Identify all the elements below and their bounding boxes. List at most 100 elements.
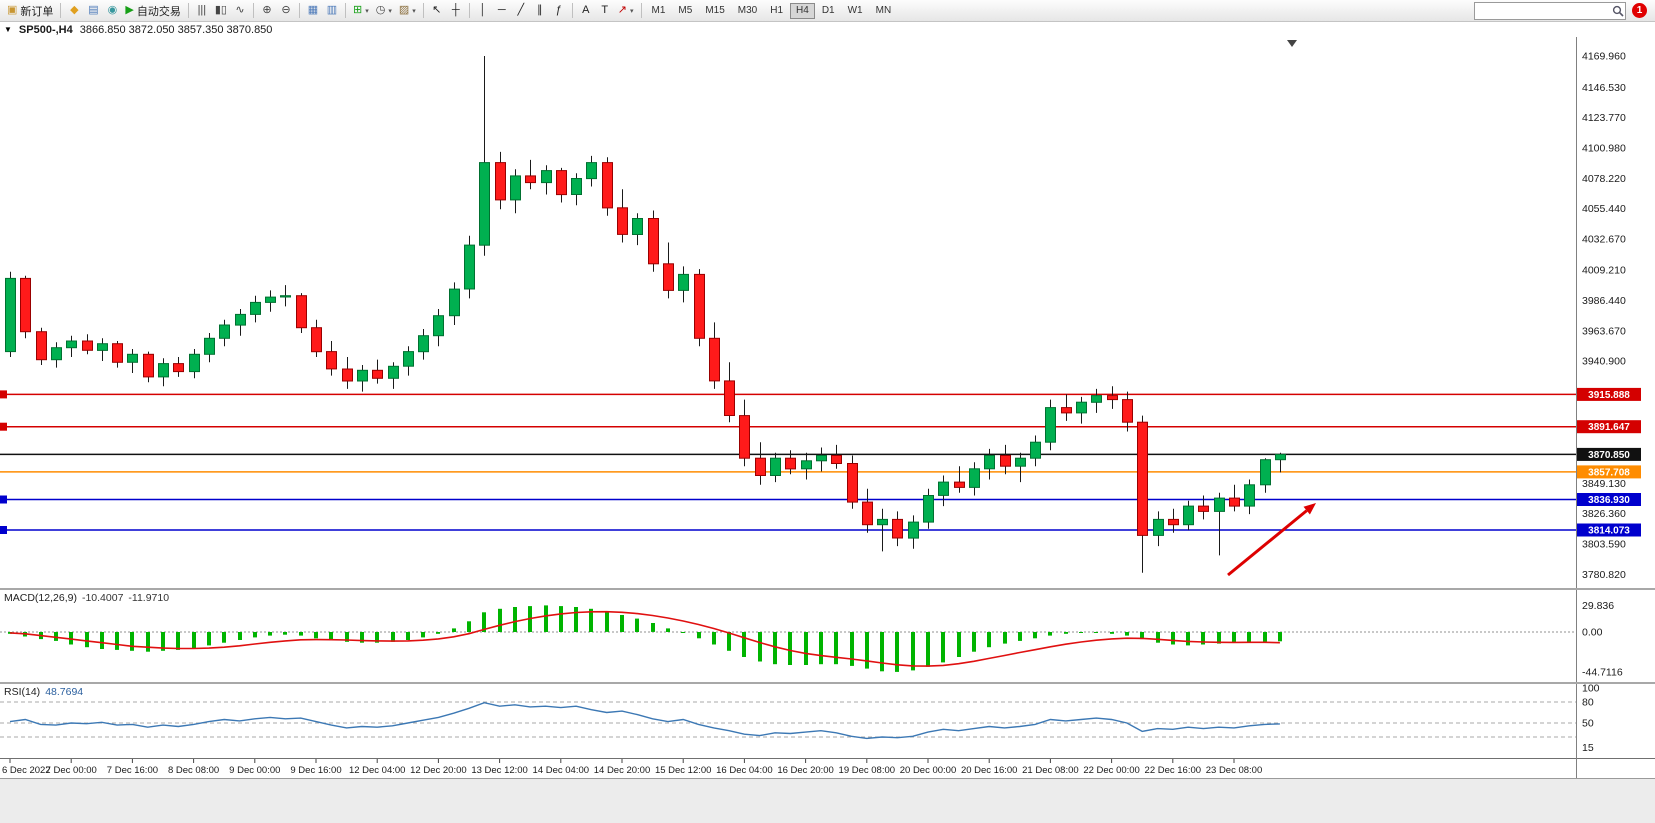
cursor-button[interactable]: ↖ (428, 2, 446, 20)
rsi-panel[interactable]: 100 80 50 15 (0, 684, 1655, 758)
price-axis-tick: 3963.670 (1582, 325, 1626, 337)
vertical-line-icon: │ (479, 4, 487, 16)
toolbar-separator (468, 3, 470, 18)
price-axis-tick: 4100.980 (1582, 142, 1626, 154)
timeframe-m1-button[interactable]: M1 (646, 3, 672, 19)
navigator-icon[interactable]: ◉ (103, 2, 121, 20)
panel-splitter[interactable] (0, 682, 1655, 684)
autotrading-button-label: 自动交易 (136, 5, 181, 18)
zoom-in-icon[interactable]: ⊕ (258, 2, 276, 20)
dropdown-caret-icon[interactable]: ▾ (412, 7, 416, 15)
toolbar-separator (422, 3, 424, 18)
timeframe-w1-button[interactable]: W1 (842, 3, 869, 19)
time-axis-label: 12 Dec 04:00 (349, 765, 406, 776)
time-axis-label: 9 Dec 00:00 (229, 765, 280, 776)
fibonacci-icon: ƒ (555, 4, 562, 16)
rsi-line (9, 701, 1280, 740)
price-chart[interactable]: 4169.960 4146.530 4123.770 4100.980 4078.220… (0, 37, 1655, 588)
dropdown-caret-icon[interactable]: ▾ (365, 7, 369, 15)
timeframe-m30-button[interactable]: M30 (732, 3, 763, 19)
periods-button[interactable]: ◷ ▾ (373, 2, 395, 20)
price-axis-tick: 3986.440 (1582, 295, 1626, 307)
chart-title: SP500-,H4 (18, 23, 73, 36)
macd-panel[interactable]: 29.836 0.00 -44.7116 (0, 590, 1655, 682)
price-axis-tick: 3803.590 (1582, 538, 1626, 550)
new-order-button-label: 新订单 (20, 5, 54, 18)
time-axis-label: 14 Dec 20:00 (594, 765, 651, 776)
panel-splitter[interactable] (0, 588, 1655, 590)
line-left-anchor[interactable] (0, 390, 7, 399)
channel-icon[interactable]: ∥ (531, 2, 549, 20)
market-watch-icon[interactable]: ◆ (65, 2, 83, 20)
timeframe-m5-button[interactable]: M5 (672, 3, 698, 19)
crosshair-icon: ┼ (451, 4, 460, 16)
window-menu-icon[interactable]: ▼ (4, 25, 12, 34)
new-order-button[interactable]: ▣ 新订单 (4, 2, 56, 20)
line-chart-icon[interactable]: ∿ (231, 2, 249, 20)
templates-button[interactable]: ▨ ▾ (396, 2, 419, 20)
timeframe-m15-button[interactable]: M15 (699, 3, 730, 19)
search-input[interactable] (1475, 3, 1611, 18)
trend-arrow-annotation[interactable] (1227, 503, 1316, 577)
search-box[interactable] (1474, 1, 1626, 20)
indicators-icon: ⊞ (352, 4, 363, 16)
time-axis-label: 19 Dec 08:00 (839, 765, 896, 776)
dropdown-caret-icon[interactable]: ▾ (629, 7, 634, 15)
price-tag: 3814.073 (1577, 523, 1641, 537)
timeframe-d1-button[interactable]: D1 (816, 3, 841, 19)
crosshair-button[interactable]: ┼ (447, 2, 465, 20)
line-left-anchor[interactable] (0, 526, 7, 534)
tile-windows-icon[interactable]: ▦ (304, 2, 322, 20)
text-icon: A (582, 4, 590, 16)
toolbar-separator (252, 3, 254, 18)
price-axis-tick: 4078.220 (1582, 173, 1626, 185)
time-axis-label: 13 Dec 12:00 (471, 765, 528, 776)
data-window-icon[interactable]: ▤ (84, 2, 102, 20)
time-axis-label: 22 Dec 16:00 (1145, 765, 1202, 776)
horizontal-line-icon: ─ (497, 4, 506, 16)
timeframe-mn-button[interactable]: MN (870, 3, 898, 19)
horizontal-line-icon[interactable]: ─ (493, 2, 511, 20)
zoom-in-icon: ⊕ (262, 4, 272, 16)
autotrading-button[interactable]: ▶ 自动交易 (122, 2, 183, 20)
price-tag: 3915.888 (1577, 387, 1641, 401)
svg-text:3915.888: 3915.888 (1588, 390, 1630, 401)
macd-axis-tick: 0.00 (1582, 626, 1603, 638)
time-axis-label: 15 Dec 12:00 (655, 765, 712, 776)
time-axis-label: 9 Dec 16:00 (290, 765, 341, 776)
line-left-anchor[interactable] (0, 422, 7, 431)
indicators-button[interactable]: ⊞ ▾ (350, 2, 372, 20)
toolbar-buttons: ▣ 新订单 ◆ ▤ ◉ ▶ 自动交易 ||| ▮▯ ∿ ⊕ ⊖ ▦ ▥ ⊞ ▾ ◷ ▾ ▨ ▾ ↖ ┼ │ ─ ╱ ∥ ƒ A T ↗ ▾ M… (4, 2, 897, 20)
toolbar-right: 1 (1474, 1, 1651, 20)
zoom-out-icon[interactable]: ⊖ (277, 2, 295, 20)
chart-ohlc-values: 3866.850 3872.050 3857.350 3870.850 (79, 23, 273, 36)
cascade-windows-icon[interactable]: ▥ (323, 2, 341, 20)
zoom-out-icon: ⊖ (281, 4, 291, 16)
horizontal-line-objects[interactable] (0, 393, 1576, 531)
macd-axis-tick: -44.7116 (1582, 666, 1623, 678)
arrows-icon: ↗ (617, 4, 627, 16)
candlestick-chart-icon[interactable]: ▮▯ (212, 2, 230, 20)
fibonacci-icon[interactable]: ƒ (550, 2, 568, 20)
toolbar-separator (640, 3, 642, 18)
chart-shift-marker[interactable] (1287, 40, 1297, 47)
arrows-icon[interactable]: ↗ ▾ (615, 2, 637, 20)
timeframe-h4-button[interactable]: H4 (790, 2, 815, 19)
text-icon[interactable]: A (577, 2, 595, 20)
time-axis-label: 7 Dec 00:00 (46, 765, 97, 776)
timeframe-h1-button[interactable]: H1 (764, 3, 789, 19)
toolbar: ▣ 新订单 ◆ ▤ ◉ ▶ 自动交易 ||| ▮▯ ∿ ⊕ ⊖ ▦ ▥ ⊞ ▾ ◷ ▾ ▨ ▾ ↖ ┼ │ ─ ╱ ∥ ƒ A T ↗ ▾ M… (0, 0, 1655, 22)
new-order-icon: ▣ (7, 4, 18, 16)
notification-badge[interactable]: 1 (1632, 3, 1647, 18)
label-icon[interactable]: T (596, 2, 614, 20)
line-left-anchor[interactable] (0, 495, 7, 504)
trendline-icon[interactable]: ╱ (512, 2, 530, 20)
dropdown-caret-icon[interactable]: ▾ (388, 7, 392, 15)
vertical-line-icon[interactable]: │ (474, 2, 492, 20)
search-icon[interactable] (1611, 4, 1625, 18)
svg-text:3814.073: 3814.073 (1588, 525, 1630, 536)
time-axis-label: 23 Dec 08:00 (1206, 765, 1263, 776)
bar-chart-icon[interactable]: ||| (193, 2, 211, 20)
